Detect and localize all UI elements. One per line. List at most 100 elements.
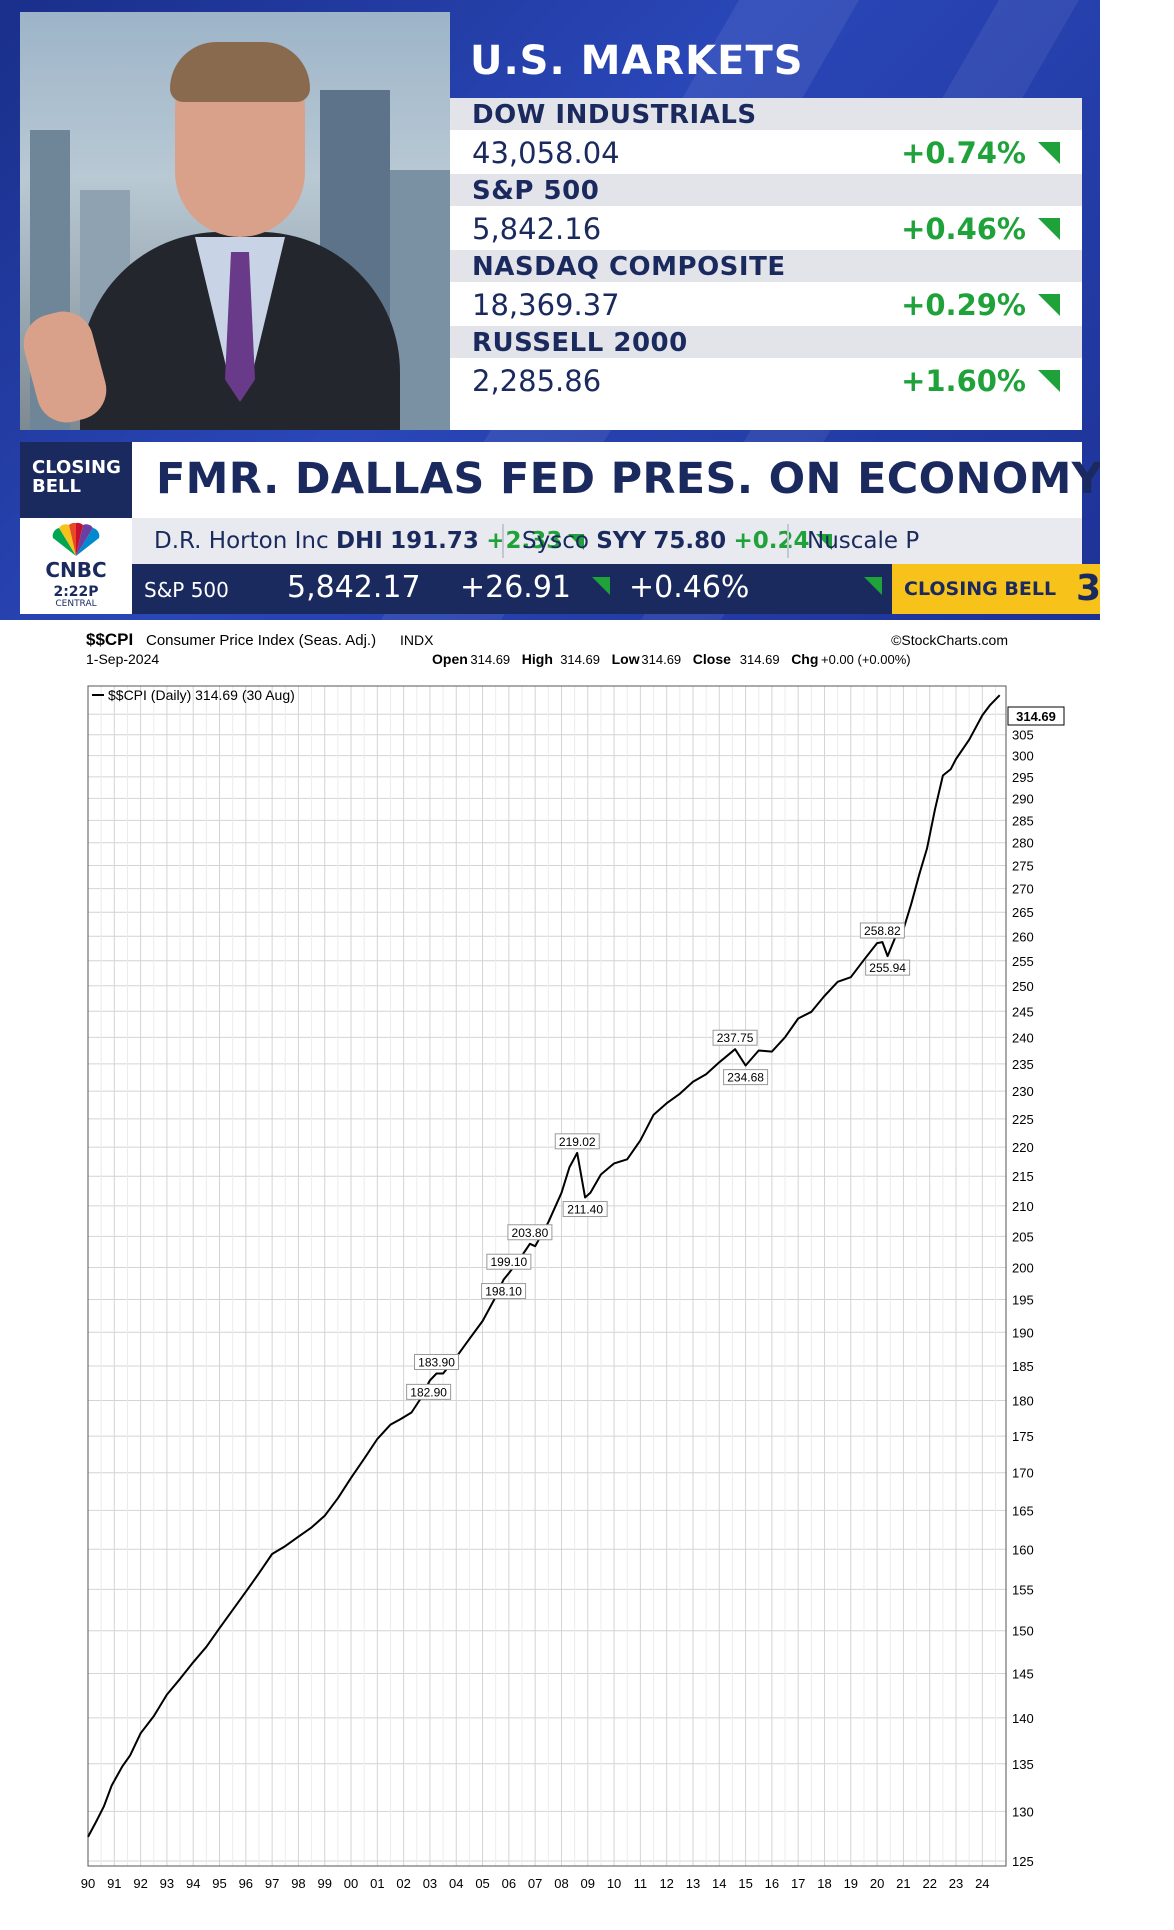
y-tick-label: 230 xyxy=(1012,1084,1034,1099)
annotation-label: 203.80 xyxy=(512,1226,549,1240)
program-label-line1: CLOSING xyxy=(32,457,121,478)
y-tick-label: 235 xyxy=(1012,1057,1034,1072)
x-tick-label: 91 xyxy=(107,1876,121,1891)
y-tick-label: 270 xyxy=(1012,882,1034,897)
bar-index-pct: +0.46% xyxy=(629,570,750,605)
x-tick-label: 22 xyxy=(922,1876,936,1891)
y-tick-label: 240 xyxy=(1012,1030,1034,1045)
x-tick-label: 05 xyxy=(475,1876,489,1891)
y-tick-label: 210 xyxy=(1012,1199,1034,1214)
ticker-divider xyxy=(502,524,504,558)
last-value-marker: 314.69 xyxy=(1007,706,1065,726)
y-tick-label: 155 xyxy=(1012,1582,1034,1597)
index-value: 5,842.16 xyxy=(472,212,602,246)
annotation-box xyxy=(486,1253,532,1270)
tv-broadcast-frame: U.S. MARKETS DOW INDUSTRIALS 43,058.04 +… xyxy=(0,0,1100,620)
building xyxy=(390,170,450,430)
ticker-price: 191.73 xyxy=(390,528,479,554)
index-name-row: DOW INDUSTRIALS xyxy=(450,98,1082,130)
x-axis: 90 91 92 93 94 95 96 97 98 99 00 01 02 03 04 05 06 07 08 09… xyxy=(81,1876,990,1891)
y-tick-label: 140 xyxy=(1012,1711,1034,1726)
index-value-row: 18,369.37 +0.29% xyxy=(450,282,1082,326)
index-name-row: S&P 500 xyxy=(450,174,1082,206)
ticker-company: Nuscale P xyxy=(807,528,920,554)
annotation-label: 255.94 xyxy=(869,961,906,975)
x-tick-label: 13 xyxy=(686,1876,700,1891)
x-tick-label: 00 xyxy=(344,1876,358,1891)
x-tick-label: 01 xyxy=(370,1876,384,1891)
ohlc-label: High xyxy=(522,651,553,667)
x-tick-label: 09 xyxy=(581,1876,595,1891)
y-tick-label: 190 xyxy=(1012,1325,1034,1340)
chart-exchange: INDX xyxy=(400,632,434,648)
local-time: 2:22P xyxy=(53,584,99,600)
last-value-box xyxy=(1007,706,1065,726)
ohlc-label: Close xyxy=(693,651,731,667)
y-tick-label: 285 xyxy=(1012,813,1034,828)
annotation-box xyxy=(562,1201,608,1218)
x-tick-label: 21 xyxy=(896,1876,910,1891)
show-clock-bar: CLOSING BELL 37:37 xyxy=(892,564,1100,614)
ticker-item: Sysco SYY 75.80 +0.24 xyxy=(522,528,832,554)
logo-text: CNBC xyxy=(45,558,107,582)
y-tick-label: 125 xyxy=(1012,1854,1034,1869)
y-tick-label: 225 xyxy=(1012,1112,1034,1127)
x-tick-label: 99 xyxy=(317,1876,331,1891)
lower-third: CLOSING BELL FMR. DALLAS FED PRES. ON EC… xyxy=(20,442,1100,614)
x-tick-label: 20 xyxy=(870,1876,884,1891)
x-tick-label: 97 xyxy=(265,1876,279,1891)
y-tick-label: 265 xyxy=(1012,905,1034,920)
x-tick-label: 10 xyxy=(607,1876,621,1891)
y-tick-label: 145 xyxy=(1012,1667,1034,1682)
headline: FMR. DALLAS FED PRES. ON ECONOMY xyxy=(156,454,1100,504)
x-tick-label: 15 xyxy=(738,1876,752,1891)
headline-box: FMR. DALLAS FED PRES. ON ECONOMY xyxy=(132,442,1100,518)
ohlc-label: Open xyxy=(432,651,468,667)
speaker-hair xyxy=(170,42,310,102)
x-tick-label: 08 xyxy=(554,1876,568,1891)
x-tick-label: 06 xyxy=(502,1876,516,1891)
x-tick-label: 95 xyxy=(212,1876,226,1891)
ohlc-value: 314.69 xyxy=(740,652,780,667)
annotation-box xyxy=(859,922,905,939)
up-arrow-icon xyxy=(1038,218,1060,240)
x-tick-label: 16 xyxy=(765,1876,779,1891)
y-tick-label: 130 xyxy=(1012,1804,1034,1819)
x-tick-label: 12 xyxy=(659,1876,673,1891)
y-tick-label: 180 xyxy=(1012,1394,1034,1409)
markets-panel: U.S. MARKETS DOW INDUSTRIALS 43,058.04 +… xyxy=(450,12,1082,430)
plot-frame xyxy=(87,685,1007,1867)
y-tick-label: 290 xyxy=(1012,791,1034,806)
index-name: S&P 500 xyxy=(472,176,600,206)
bar-index-change: +26.91 xyxy=(460,570,572,605)
video-feed xyxy=(20,12,450,430)
chart-date: 1-Sep-2024 xyxy=(86,651,159,667)
program-label-line2: BELL xyxy=(32,476,81,497)
chart-legend: $$CPI (Daily) 314.69 (30 Aug) xyxy=(92,687,295,703)
x-tick-label: 92 xyxy=(133,1876,147,1891)
ticker-change: +2.33 xyxy=(486,528,563,554)
annotation-label: 219.02 xyxy=(559,1135,596,1149)
index-name: RUSSELL 2000 xyxy=(472,328,688,358)
x-tick-label: 98 xyxy=(291,1876,305,1891)
index-value: 43,058.04 xyxy=(472,136,620,170)
countdown-clock: 37:37 xyxy=(1076,568,1100,609)
ticker-item: Nuscale P xyxy=(807,528,919,554)
network-logo: CNBC 2:22P CENTRAL xyxy=(20,518,132,614)
ticker-price: 75.80 xyxy=(653,528,727,554)
ohlc-value: +0.00 (+0.00%) xyxy=(821,652,911,667)
index-name-row: RUSSELL 2000 xyxy=(450,326,1082,358)
index-change: +0.74% xyxy=(901,136,1026,170)
x-tick-label: 18 xyxy=(817,1876,831,1891)
index-value: 2,285.86 xyxy=(472,364,602,398)
annotation-label: 183.90 xyxy=(418,1355,455,1369)
up-arrow-icon xyxy=(864,577,882,595)
y-tick-label: 170 xyxy=(1012,1466,1034,1481)
x-tick-label: 02 xyxy=(396,1876,410,1891)
annotation-box xyxy=(481,1283,527,1300)
up-arrow-icon xyxy=(815,533,832,550)
annotation-label: 234.68 xyxy=(727,1071,764,1085)
annotation-label: 182.90 xyxy=(410,1385,447,1399)
y-tick-label: 275 xyxy=(1012,858,1034,873)
y-tick-label: 185 xyxy=(1012,1359,1034,1374)
